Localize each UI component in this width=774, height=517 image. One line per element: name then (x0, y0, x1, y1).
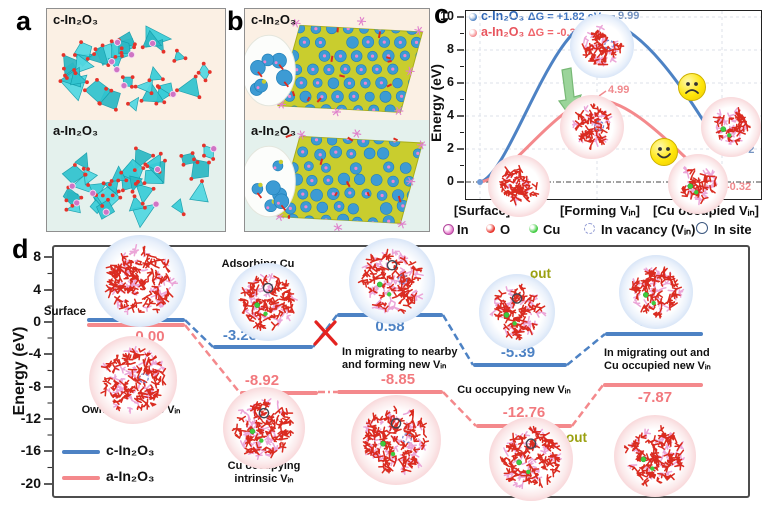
panel-d-letter: d (12, 234, 29, 264)
sad-face-icon (678, 73, 706, 101)
material-label: a-In₂O₃ (251, 123, 297, 138)
crystal-cluster (488, 155, 550, 217)
c-ytick: 6 (447, 75, 454, 89)
energy-level-blue-final (605, 332, 703, 336)
value-red-3: -12.76 (502, 404, 546, 421)
c-end-label-red: -0.32 (726, 181, 752, 193)
d-legend-line-blue (62, 450, 100, 454)
d-ytick: 0 (33, 313, 41, 329)
panel-b: c-In₂O₃ a-In₂O₃ (244, 8, 430, 232)
charge-density-image (245, 129, 427, 231)
c-ytick: 0 (447, 174, 454, 188)
crystal-cluster (223, 387, 305, 469)
c-ytick: 8 (447, 42, 454, 56)
value-red-2: -8.85 (380, 371, 416, 388)
crystal-cluster (89, 336, 177, 424)
in-site-icon (696, 222, 708, 234)
panel-a-top: c-In₂O₃ (47, 9, 225, 120)
panel-a-bottom: a-In₂O₃ (47, 120, 225, 231)
d-ylabel: Energy (eV) (11, 327, 28, 416)
panel-a-letter: a (16, 6, 32, 36)
charge-density-image (245, 16, 424, 117)
happy-face-icon (650, 138, 678, 166)
crystal-cluster (489, 417, 573, 501)
crystal-cluster (668, 154, 728, 214)
c-ytick: 10 (440, 9, 454, 23)
panel-b-top: c-In₂O₃ (245, 9, 429, 120)
d-ytick: 8 (33, 248, 41, 264)
panel-b-letter: b (227, 6, 244, 36)
d-ytick: -8 (28, 378, 41, 394)
crystal-cluster (619, 255, 693, 329)
d-ytick: -12 (20, 410, 41, 426)
energy-level-red-migrate (337, 390, 443, 394)
material-label: c-In₂O₃ (53, 12, 99, 27)
atom-cu-label: Cu (543, 222, 561, 237)
energy-level-blue-cu-new (473, 363, 567, 367)
crystal-cluster (701, 97, 761, 157)
c-ytick: 2 (447, 141, 454, 155)
crystal-cluster (614, 415, 696, 497)
c-peak-label-red: 4.99 (608, 84, 630, 96)
atom-in-label: In (457, 222, 469, 237)
d-legend-line-red (62, 476, 100, 480)
crystal-cluster (570, 14, 634, 78)
panel-c-letter: c (434, 0, 450, 29)
value-red-4: -7.87 (637, 389, 673, 406)
d-ytick: -20 (20, 475, 41, 491)
crystal-cluster (560, 95, 624, 159)
out-label-bottom: out (566, 430, 587, 445)
c-legend-name-red: a-In₂O₃ (481, 25, 525, 39)
panel-b-bottom: a-In₂O₃ (245, 120, 429, 231)
crystal-cluster (479, 274, 555, 350)
material-label: c-In₂O₃ (251, 12, 297, 27)
cu-occupying-new-label: Cu occupying new Vᵢₙ (457, 384, 571, 396)
in-vacancy-icon (584, 223, 595, 234)
atom-cu-icon (529, 224, 538, 233)
material-label: a-In₂O₃ (53, 123, 99, 138)
surface-label: Surface (43, 306, 86, 318)
c-legend-marker-blue (469, 13, 477, 21)
value-red-1: -8.92 (244, 372, 280, 389)
d-ytick: -4 (28, 345, 41, 361)
crystal-structure-image (58, 25, 212, 112)
energy-level-red-final (603, 383, 703, 387)
in-migrating-out-label: In migrating out and Cu occupied new Vᵢₙ (604, 347, 711, 372)
in-site-label: In site (714, 222, 752, 237)
c-legend-marker-red (469, 29, 477, 37)
d-legend-name-red: a-In₂O₃ (106, 468, 155, 484)
panel-a: c-In₂O₃ a-In₂O₃ (46, 8, 226, 232)
c-ytick: 4 (447, 108, 454, 122)
atom-o-icon (486, 224, 495, 233)
c-legend-name-blue: c-In₂O₃ (481, 9, 525, 23)
crystal-cluster (229, 263, 307, 341)
energy-level-blue-adsorb (213, 345, 313, 349)
d-ytick: -16 (20, 442, 41, 458)
atom-in-icon (443, 224, 454, 235)
crystal-cluster (94, 235, 186, 327)
d-ytick: 4 (33, 281, 41, 297)
crystal-cluster (349, 238, 435, 324)
in-migrating-label: In migrating to nearby and forming new V… (342, 346, 458, 371)
in-vacancy-label: In vacancy (Vᵢₙ) (601, 222, 696, 237)
c-xlabel-forming: [Forming Vᵢₙ] (560, 203, 640, 218)
atom-o-label: O (500, 222, 511, 237)
crystal-cluster (351, 395, 441, 485)
crystal-structure-image (61, 143, 218, 229)
d-legend-name-blue: c-In₂O₃ (106, 442, 155, 458)
